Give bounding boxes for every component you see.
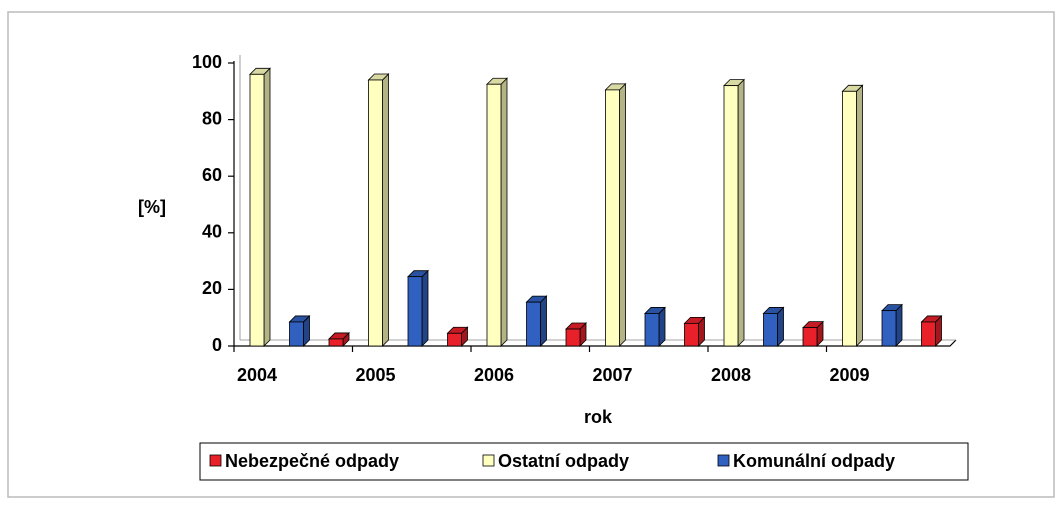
bar-side	[619, 82, 626, 347]
bar	[486, 83, 502, 347]
bar	[249, 73, 265, 347]
chart-frame	[7, 11, 1055, 498]
y-axis-title: [%]	[138, 197, 166, 217]
y-tick-label: 0	[212, 335, 222, 355]
bar	[921, 321, 936, 347]
x-tick-label: 2009	[829, 365, 869, 385]
legend-frame	[199, 442, 969, 481]
bar	[842, 90, 857, 347]
bar-side	[777, 306, 784, 347]
x-tick-label: 2008	[711, 365, 751, 385]
bar-side	[856, 84, 863, 347]
legend-swatch	[209, 454, 222, 467]
legend-label: Ostatní odpady	[498, 451, 629, 471]
bar	[644, 313, 660, 347]
bar	[802, 327, 818, 347]
bar-side	[500, 77, 508, 347]
x-tick-label: 2006	[474, 365, 514, 385]
x-tick-label: 2007	[592, 365, 632, 385]
y-tick-label: 60	[202, 165, 222, 185]
bar	[684, 322, 699, 347]
x-tick-label: 2004	[237, 365, 277, 385]
legend: Nebezpečné odpady Ostatní odpady Komunální…	[209, 451, 895, 471]
bar-side	[382, 73, 389, 347]
bar	[526, 301, 541, 347]
bar	[763, 313, 778, 347]
bar	[723, 85, 739, 347]
x-axis-title: rok	[584, 407, 613, 427]
bar	[368, 79, 383, 347]
bar-side	[658, 306, 666, 347]
bar	[565, 328, 581, 347]
bar	[289, 321, 304, 347]
y-tick-label: 20	[202, 278, 222, 298]
x-tick-label: 2005	[355, 365, 395, 385]
bar	[407, 276, 423, 347]
bar-side	[263, 67, 271, 347]
x-axis	[234, 339, 957, 347]
y-tick-label: 80	[202, 108, 222, 128]
bar	[328, 338, 344, 347]
bar-side	[421, 269, 429, 347]
legend-swatch	[717, 454, 730, 467]
y-tick-label: 100	[192, 52, 222, 72]
bar-side	[540, 295, 547, 347]
bar	[881, 310, 897, 347]
legend-label: Komunální odpady	[733, 451, 895, 471]
bar	[605, 89, 620, 347]
bar-side	[737, 78, 745, 347]
bar	[447, 332, 462, 347]
legend-label: Nebezpečné odpady	[225, 451, 399, 471]
bar-side	[895, 303, 903, 347]
legend-swatch	[482, 454, 495, 467]
y-tick-label: 40	[202, 222, 222, 242]
